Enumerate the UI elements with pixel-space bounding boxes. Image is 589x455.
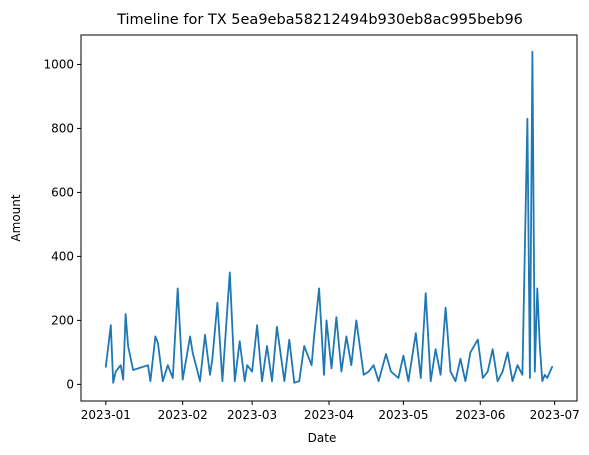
x-tick-label: 2023-02 xyxy=(158,408,208,422)
plot-area xyxy=(104,50,554,384)
series-line xyxy=(104,50,554,384)
y-tick-label: 400 xyxy=(51,249,74,263)
chart-title: Timeline for TX 5ea9eba58212494b930eb8ac… xyxy=(116,12,523,28)
y-axis: 0 200 400 600 800 1000 xyxy=(43,57,81,391)
x-axis-title: Date xyxy=(308,431,337,445)
y-tick-label: 800 xyxy=(51,121,74,135)
y-axis-title: Amount xyxy=(9,194,23,241)
y-tick-label: 200 xyxy=(51,313,74,327)
x-tick-label: 2023-07 xyxy=(530,408,580,422)
y-tick-label: 1000 xyxy=(43,57,74,71)
y-tick-label: 600 xyxy=(51,185,74,199)
x-tick-label: 2023-03 xyxy=(227,408,277,422)
x-tick-label: 2023-05 xyxy=(378,408,428,422)
y-tick-label: 0 xyxy=(66,377,74,391)
x-tick-label: 2023-06 xyxy=(455,408,505,422)
x-tick-label: 2023-01 xyxy=(81,408,131,422)
x-tick-label: 2023-04 xyxy=(304,408,354,422)
x-axis: 2023-01 2023-02 2023-03 2023-04 2023-05 2023-… xyxy=(81,401,580,422)
